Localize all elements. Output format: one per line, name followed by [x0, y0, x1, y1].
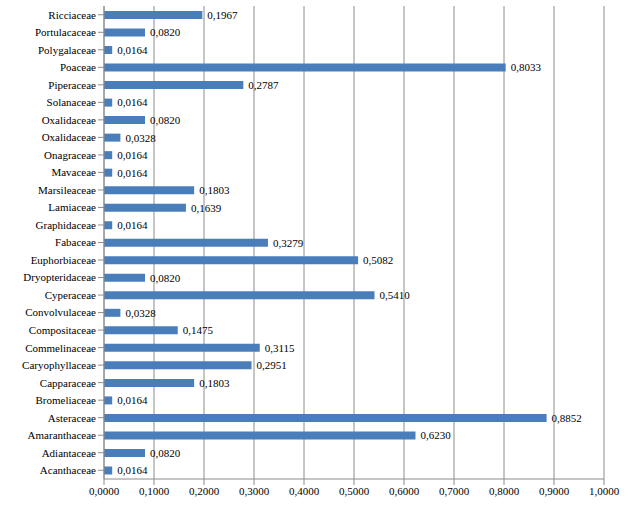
svg-text:Adiantaceae: Adiantaceae: [42, 447, 96, 459]
svg-text:Oxalidaceae: Oxalidaceae: [42, 131, 96, 143]
svg-text:0,1803: 0,1803: [199, 184, 230, 196]
svg-text:Bromeliaceae: Bromeliaceae: [36, 394, 97, 406]
svg-text:Commelinaceae: Commelinaceae: [25, 342, 96, 354]
svg-text:Poaceae: Poaceae: [60, 61, 96, 73]
svg-text:0,3000: 0,3000: [239, 485, 270, 497]
svg-text:0,0820: 0,0820: [150, 114, 181, 126]
svg-text:0,0164: 0,0164: [117, 464, 148, 476]
svg-text:0,8852: 0,8852: [552, 412, 582, 424]
svg-text:0,0328: 0,0328: [125, 132, 156, 144]
svg-text:0,0820: 0,0820: [150, 272, 181, 284]
svg-text:Portulacaceae: Portulacaceae: [35, 26, 96, 38]
svg-text:0,8000: 0,8000: [489, 485, 520, 497]
svg-text:0,8033: 0,8033: [511, 61, 542, 73]
svg-text:Onagraceae: Onagraceae: [44, 149, 96, 161]
svg-text:0,5000: 0,5000: [339, 485, 370, 497]
svg-text:Marsileaceae: Marsileaceae: [38, 184, 96, 196]
svg-text:0,0164: 0,0164: [117, 96, 148, 108]
svg-text:Mavaceae: Mavaceae: [51, 166, 96, 178]
svg-text:0,2787: 0,2787: [248, 79, 279, 91]
svg-text:0,1000: 0,1000: [139, 485, 170, 497]
svg-text:Graphidaceae: Graphidaceae: [36, 219, 97, 231]
svg-text:Fabaceae: Fabaceae: [55, 236, 96, 248]
svg-text:0,0820: 0,0820: [150, 447, 181, 459]
svg-text:0,0000: 0,0000: [89, 485, 120, 497]
svg-text:Cyperaceae: Cyperaceae: [45, 289, 96, 301]
svg-text:Compositaceae: Compositaceae: [29, 324, 96, 336]
svg-text:0,0164: 0,0164: [117, 394, 148, 406]
svg-text:0,0820: 0,0820: [150, 26, 181, 38]
svg-text:Amaranthaceae: Amaranthaceae: [28, 429, 97, 441]
svg-text:0,6230: 0,6230: [421, 429, 452, 441]
svg-text:0,1475: 0,1475: [183, 324, 214, 336]
svg-text:0,2000: 0,2000: [189, 485, 220, 497]
svg-text:Caryophyllaceae: Caryophyllaceae: [22, 359, 96, 371]
svg-text:0,0164: 0,0164: [117, 219, 148, 231]
svg-text:Oxalidaceae: Oxalidaceae: [42, 114, 96, 126]
svg-text:0,0328: 0,0328: [125, 307, 156, 319]
svg-text:0,5082: 0,5082: [363, 254, 393, 266]
svg-text:Polygalaceae: Polygalaceae: [38, 44, 96, 56]
svg-text:0,6000: 0,6000: [389, 485, 420, 497]
svg-text:0,3115: 0,3115: [265, 342, 295, 354]
svg-text:0,0164: 0,0164: [117, 44, 148, 56]
svg-text:0,3279: 0,3279: [273, 237, 304, 249]
svg-text:Euphorbiaceae: Euphorbiaceae: [31, 254, 96, 266]
svg-text:0,7000: 0,7000: [439, 485, 470, 497]
svg-text:0,5410: 0,5410: [380, 289, 411, 301]
svg-text:Capparaceae: Capparaceae: [40, 377, 96, 389]
svg-text:Asteraceae: Asteraceae: [48, 412, 96, 424]
svg-text:0,1967: 0,1967: [207, 9, 238, 21]
svg-text:0,4000: 0,4000: [289, 485, 320, 497]
svg-text:Piperaceae: Piperaceae: [48, 79, 96, 91]
svg-text:Convolvulaceae: Convolvulaceae: [25, 306, 96, 318]
svg-text:0,0164: 0,0164: [117, 149, 148, 161]
svg-text:1,0000: 1,0000: [589, 485, 620, 497]
svg-text:0,1639: 0,1639: [191, 202, 222, 214]
svg-text:0,1803: 0,1803: [199, 377, 230, 389]
svg-text:Lamiaceae: Lamiaceae: [48, 201, 96, 213]
svg-text:Solanaceae: Solanaceae: [47, 96, 97, 108]
svg-text:Ricciaceae: Ricciaceae: [48, 9, 96, 21]
svg-text:0,2951: 0,2951: [257, 359, 287, 371]
svg-text:0,0164: 0,0164: [117, 167, 148, 179]
svg-text:Acanthaceae: Acanthaceae: [40, 464, 96, 476]
svg-text:0,9000: 0,9000: [539, 485, 570, 497]
svg-text:Dryopteridaceae: Dryopteridaceae: [23, 271, 96, 283]
